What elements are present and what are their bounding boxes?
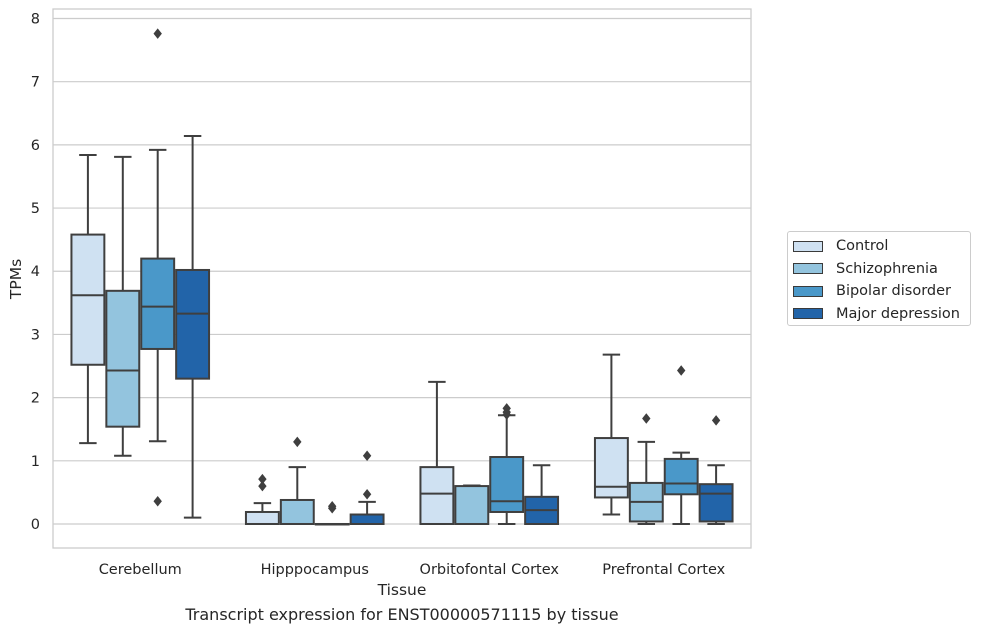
outlier-1 (258, 473, 267, 485)
series-1 (105, 155, 664, 525)
box-iqr (489, 456, 525, 513)
x-tick-label-2: Orbitofontal Cortex (420, 562, 560, 578)
legend-swatch (793, 308, 823, 319)
y-axis-ticks: 0 1 2 3 4 5 6 7 8 (31, 11, 40, 533)
x-tick-label-3: Prefrontal Cortex (602, 562, 725, 578)
box-iqr (454, 485, 490, 525)
outlier-0 (677, 365, 686, 376)
box-iqr (279, 498, 315, 525)
legend-item-0: Control (793, 236, 888, 256)
box-2-0 (140, 28, 176, 507)
x-axis-label: Tissue (377, 581, 427, 599)
box-iqr (244, 510, 280, 525)
y-tick-label-5: 5 (31, 201, 40, 217)
legend-label: Bipolar disorder (836, 283, 951, 299)
legend: Control Schizophrenia Bipolar disorder Majo… (787, 231, 971, 326)
y-tick-label-3: 3 (31, 327, 40, 343)
box-3-0 (175, 135, 211, 519)
outlier-0 (153, 495, 162, 507)
outlier-0 (362, 489, 372, 500)
box-1-2 (454, 484, 490, 525)
x-axis-ticks: Cerebellum Hipppocampus Orbitofontal Corte… (99, 562, 726, 578)
outlier-0 (642, 413, 651, 424)
x-tick-label-1: Hipppocampus (261, 562, 369, 578)
box-iqr (140, 257, 176, 350)
legend-label: Major depression (836, 305, 960, 322)
box-0-3 (593, 353, 629, 516)
y-tick-label-7: 7 (31, 75, 40, 91)
y-tick-label-2: 2 (31, 391, 40, 407)
y-tick-label-6: 6 (31, 138, 40, 154)
legend-swatch (793, 285, 823, 297)
box-3-1 (349, 450, 385, 525)
y-tick-label-0: 0 (31, 517, 40, 533)
outlier-1 (362, 450, 372, 461)
series-3 (175, 135, 734, 525)
box-iqr (593, 437, 629, 499)
series-2 (140, 28, 699, 526)
y-tick-label-8: 8 (31, 11, 40, 27)
box-2-3 (663, 365, 699, 525)
x-tick-label-0: Cerebellum (99, 562, 182, 578)
box-iqr (105, 289, 141, 428)
box-iqr (175, 268, 211, 380)
outlier-1 (328, 501, 337, 512)
chart-caption: Transcript expression for ENST0000057111… (185, 605, 619, 624)
plot-frame (52, 8, 752, 549)
y-axis-label: TPMs (7, 259, 25, 300)
outlier-0 (711, 415, 721, 426)
outlier-0 (293, 436, 302, 448)
box-1-0 (105, 155, 141, 457)
box-3-3 (698, 415, 734, 525)
box-1-1 (279, 436, 315, 525)
box-iqr (419, 466, 455, 525)
legend-swatch (793, 263, 823, 274)
outlier-0 (258, 480, 267, 492)
box-iqr (663, 457, 699, 496)
legend-item-1: Schizophrenia (793, 259, 938, 279)
outlier-2 (502, 403, 511, 414)
box-3-2 (524, 464, 560, 525)
box-2-1 (314, 501, 350, 526)
legend-label: Schizophrenia (836, 260, 938, 277)
box-2-2 (489, 403, 525, 525)
legend-swatch (793, 240, 823, 252)
box-iqr (698, 483, 734, 523)
box-0-2 (419, 380, 455, 525)
y-tick-label-4: 4 (31, 264, 40, 280)
y-tick-label-1: 1 (31, 454, 40, 470)
box-iqr (70, 233, 106, 366)
legend-label: Control (836, 238, 889, 254)
box-1-3 (628, 413, 664, 525)
legend-item-3: Major depression (793, 304, 960, 324)
box-iqr (349, 513, 385, 525)
series-0 (70, 153, 629, 525)
outlier-1 (153, 28, 162, 39)
box-0-0 (70, 153, 106, 445)
box-plot-series (70, 28, 734, 526)
legend-item-2: Bipolar disorder (793, 281, 951, 301)
box-0-1 (244, 473, 280, 525)
